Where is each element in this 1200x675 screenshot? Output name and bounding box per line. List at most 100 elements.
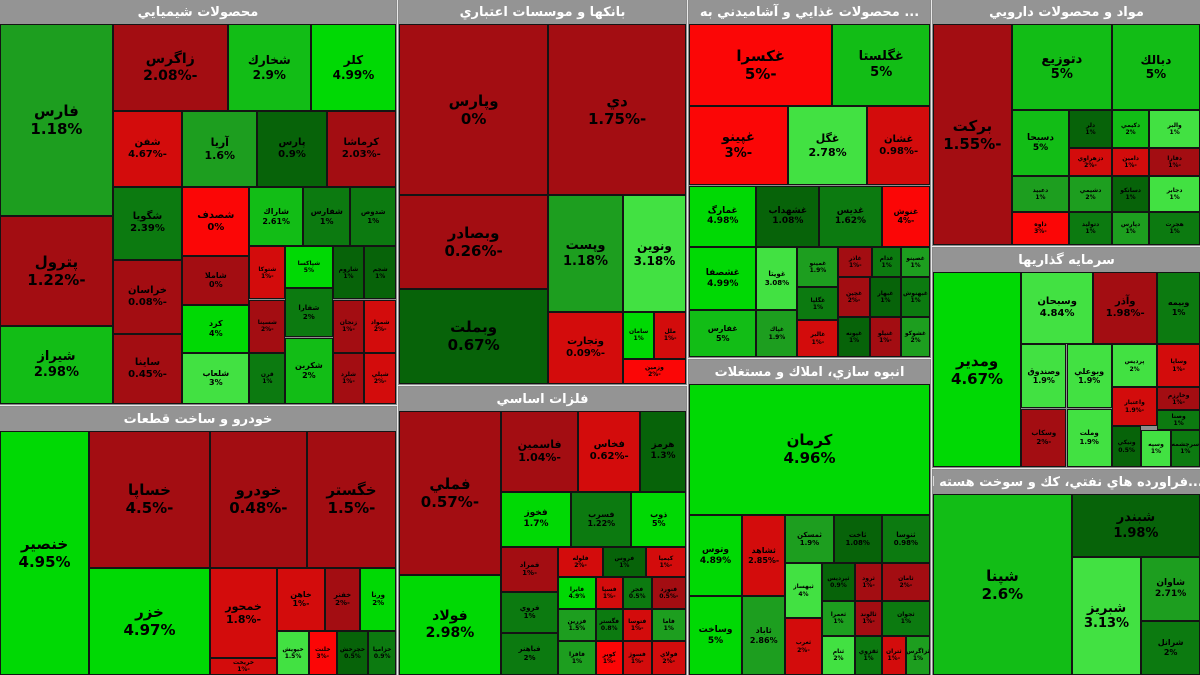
treemap-tile-شصدف[interactable]: شصدف 0% bbox=[182, 187, 250, 256]
treemap-tile-وتجارت[interactable]: وتجارت -0.09% bbox=[548, 312, 623, 384]
treemap-tile-پترول[interactable]: پترول -1.22% bbox=[0, 215, 113, 327]
treemap-tile-قرن[interactable]: قرن 1% bbox=[249, 352, 286, 404]
treemap-tile-ونوين[interactable]: ونوين 3.18% bbox=[622, 195, 686, 312]
treemap-tile-شلرد[interactable]: شلرد -1% bbox=[332, 352, 365, 404]
treemap-tile-ثنام[interactable]: ثنام 2% bbox=[821, 635, 856, 675]
treemap-tile-فجر[interactable]: فجر 0.5% bbox=[622, 577, 652, 609]
treemap-tile-ثاخت[interactable]: ثاخت 1.08% bbox=[833, 514, 882, 563]
treemap-tile-شبندر[interactable]: شبندر 1.98% bbox=[1071, 494, 1200, 558]
treemap-tile-وساپا[interactable]: وساپا -1% bbox=[1157, 344, 1200, 388]
treemap-tile-ثعمرا[interactable]: ثعمرا 1% bbox=[821, 600, 856, 636]
treemap-tile-دامين[interactable]: دامين -1% bbox=[1111, 147, 1150, 177]
treemap-tile-فروي[interactable]: فروي 1% bbox=[500, 591, 559, 633]
treemap-tile-خاهن[interactable]: خاهن -1% bbox=[277, 567, 325, 632]
treemap-tile-خودرو[interactable]: خودرو -0.48% bbox=[209, 431, 307, 568]
treemap-tile-ثمسكن[interactable]: ثمسكن 1.9% bbox=[785, 514, 834, 563]
treemap-tile-فسپا[interactable]: فسپا -1% bbox=[595, 577, 623, 609]
treemap-tile-وخارزم[interactable]: وخارزم -1% bbox=[1157, 387, 1200, 411]
treemap-tile-وپارس[interactable]: وپارس 0% bbox=[399, 24, 549, 195]
treemap-tile-كرد[interactable]: كرد 4% bbox=[182, 305, 250, 353]
treemap-tile-شيراز[interactable]: شيراز 2.98% bbox=[0, 326, 113, 404]
treemap-tile-شاملا[interactable]: شاملا 0% bbox=[182, 255, 250, 306]
treemap-tile-ثشاهد[interactable]: ثشاهد -2.85% bbox=[742, 514, 786, 597]
treemap-tile-فولاي[interactable]: فولاي -2% bbox=[651, 640, 686, 675]
treemap-tile-ثالوند[interactable]: ثالوند -1% bbox=[855, 600, 882, 636]
treemap-tile-وصنا[interactable]: وصنا 1% bbox=[1157, 410, 1200, 430]
treemap-tile-ثغرب[interactable]: ثغرب -2% bbox=[785, 618, 822, 675]
treemap-tile-ثپرديس[interactable]: ثپرديس 0.9% bbox=[821, 562, 856, 601]
treemap-tile-دتوزيع[interactable]: دتوزيع 5% bbox=[1011, 24, 1112, 111]
treemap-tile-شدوص[interactable]: شدوص 1% bbox=[350, 187, 396, 247]
treemap-tile-غگل[interactable]: غگل 2.78% bbox=[787, 105, 868, 186]
treemap-tile-غشوكو[interactable]: غشوكو 2% bbox=[901, 317, 930, 357]
treemap-tile-خگستر[interactable]: خگستر -1.5% bbox=[306, 431, 396, 568]
treemap-tile-شكربن[interactable]: شكربن 2% bbox=[285, 337, 333, 404]
treemap-tile-شفن[interactable]: شفن -4.67% bbox=[112, 111, 183, 188]
treemap-tile-كلر[interactable]: كلر 4.99% bbox=[310, 24, 396, 112]
treemap-tile-شسينا[interactable]: شسينا -2% bbox=[249, 299, 286, 353]
treemap-tile-غپينو[interactable]: غپينو -3% bbox=[689, 105, 788, 186]
treemap-tile-ثرود[interactable]: ثرود -1% bbox=[855, 562, 882, 601]
treemap-tile-شفارا[interactable]: شفارا 2% bbox=[285, 288, 333, 338]
treemap-tile-ثاباد[interactable]: ثاباد 2.86% bbox=[742, 596, 786, 675]
treemap-tile-وصندوق[interactable]: وصندوق 1.9% bbox=[1021, 344, 1067, 409]
treemap-tile-دجابر[interactable]: دجابر 1% bbox=[1149, 176, 1200, 212]
treemap-tile-پرديس[interactable]: پرديس 2% bbox=[1111, 344, 1158, 388]
treemap-tile-خچرخش[interactable]: خچرخش 0.5% bbox=[336, 631, 369, 675]
treemap-tile-غالبر[interactable]: غالبر -1% bbox=[797, 320, 839, 357]
treemap-tile-ثامان[interactable]: ثامان -2% bbox=[881, 562, 930, 601]
treemap-tile-شرانل[interactable]: شرانل 2% bbox=[1141, 620, 1200, 675]
treemap-tile-وساخت[interactable]: وساخت 5% bbox=[689, 596, 743, 675]
treemap-tile-غگلستا[interactable]: غگلستا 5% bbox=[832, 24, 930, 106]
treemap-tile-غفارس[interactable]: غفارس 5% bbox=[689, 310, 757, 357]
treemap-tile-غصينو[interactable]: غصينو 1% bbox=[901, 247, 930, 278]
treemap-tile-كرمان[interactable]: كرمان 4.96% bbox=[689, 384, 930, 515]
treemap-tile-فارس[interactable]: فارس 1.18% bbox=[0, 24, 113, 216]
treemap-tile-غبهنوش[interactable]: غبهنوش 1% bbox=[901, 277, 930, 318]
treemap-tile-خلنت[interactable]: خلنت -3% bbox=[308, 631, 337, 675]
treemap-tile-خمحور[interactable]: خمحور -1.8% bbox=[209, 567, 278, 658]
treemap-tile-فنورد[interactable]: فنورد -0.5% bbox=[651, 577, 686, 609]
treemap-tile-فسوژ[interactable]: فسوژ -1% bbox=[622, 640, 652, 675]
treemap-tile-خساپا[interactable]: خساپا -4.5% bbox=[89, 431, 210, 568]
treemap-tile-غچين[interactable]: غچين -2% bbox=[838, 277, 870, 318]
treemap-tile-غمينو[interactable]: غمينو 1.9% bbox=[797, 247, 839, 288]
treemap-tile-فگستر[interactable]: فگستر 0.8% bbox=[595, 609, 623, 641]
treemap-tile-وبوعلي[interactable]: وبوعلي 1.9% bbox=[1066, 344, 1112, 409]
treemap-tile-دسبحا[interactable]: دسبحا 5% bbox=[1011, 110, 1070, 177]
treemap-tile-وسپه[interactable]: وسپه 1% bbox=[1141, 429, 1171, 467]
treemap-tile-زاگرس[interactable]: زاگرس -2.08% bbox=[112, 24, 228, 112]
treemap-tile-كرماشا[interactable]: كرماشا -2.03% bbox=[326, 111, 396, 188]
treemap-tile-شپنا[interactable]: شپنا 2.6% bbox=[933, 494, 1072, 675]
treemap-tile-شمواد[interactable]: شمواد -2% bbox=[364, 299, 396, 353]
treemap-tile-شخارك[interactable]: شخارك 2.9% bbox=[227, 24, 311, 112]
treemap-tile-دتوليد[interactable]: دتوليد 1% bbox=[1069, 211, 1112, 245]
treemap-tile-دپارس[interactable]: دپارس 1% bbox=[1111, 211, 1150, 245]
treemap-tile-ثتران[interactable]: ثتران -1% bbox=[881, 635, 906, 675]
treemap-tile-دسانكو[interactable]: دسانكو 1% bbox=[1111, 176, 1150, 212]
treemap-tile-فلوله[interactable]: فلوله -2% bbox=[558, 546, 603, 578]
treemap-tile-فتوسا[interactable]: فتوسا -1% bbox=[622, 609, 652, 641]
treemap-tile-غشصفا[interactable]: غشصفا 4.99% bbox=[689, 247, 757, 311]
treemap-tile-وسكاب[interactable]: وسكاب -2% bbox=[1021, 408, 1067, 467]
treemap-tile-فخوز[interactable]: فخوز 1.7% bbox=[500, 491, 572, 547]
treemap-tile-فخاس[interactable]: فخاس -0.62% bbox=[578, 411, 641, 492]
treemap-tile-فمراد[interactable]: فمراد -1% bbox=[500, 546, 559, 592]
treemap-tile-غشان[interactable]: غشان -0.98% bbox=[867, 105, 930, 186]
treemap-tile-فزرين[interactable]: فزرين 1.5% bbox=[558, 609, 596, 641]
treemap-tile-فاسمين[interactable]: فاسمين -1.04% bbox=[500, 411, 579, 492]
treemap-tile-شگويا[interactable]: شگويا 2.39% bbox=[112, 187, 183, 260]
treemap-tile-غكسرا[interactable]: غكسرا -5% bbox=[689, 24, 833, 106]
treemap-tile-غويتا[interactable]: غويتا 3.08% bbox=[756, 247, 798, 311]
treemap-tile-وآذر[interactable]: وآذر -1.98% bbox=[1093, 272, 1158, 345]
treemap-tile-فافزا[interactable]: فافزا 1% bbox=[558, 640, 596, 675]
treemap-tile-واعتبار[interactable]: واعتبار -1.9% bbox=[1111, 387, 1158, 427]
treemap-tile-كوير[interactable]: كوير -1% bbox=[595, 640, 623, 675]
treemap-tile-خزاميا[interactable]: خزاميا 0.9% bbox=[368, 631, 396, 675]
treemap-tile-غبهار[interactable]: غبهار 1% bbox=[869, 277, 902, 318]
treemap-tile-دفارا[interactable]: دفارا -1% bbox=[1149, 147, 1200, 177]
treemap-tile-ساينا[interactable]: ساينا -0.45% bbox=[112, 333, 183, 404]
treemap-tile-سرچشمه[interactable]: سرچشمه 1% bbox=[1170, 429, 1200, 467]
treemap-tile-شپاكسا[interactable]: شپاكسا 5% bbox=[285, 246, 333, 289]
treemap-tile-غنوش[interactable]: غنوش -4% bbox=[881, 185, 930, 248]
